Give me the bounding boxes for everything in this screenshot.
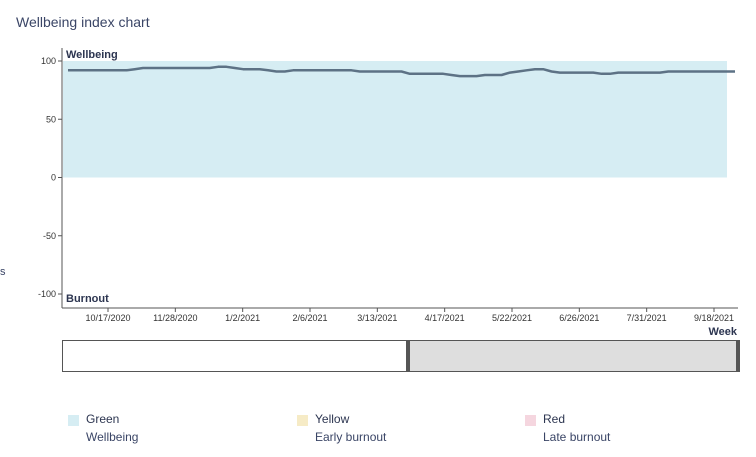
x-tick-label: 2/6/2021 bbox=[292, 313, 327, 323]
y-tick-label: 50 bbox=[46, 114, 56, 124]
y-tick-label: 0 bbox=[51, 173, 56, 183]
x-tick-label: 6/26/2021 bbox=[559, 313, 599, 323]
legend-desc: Late burnout bbox=[543, 430, 611, 444]
bottom-label: Burnout bbox=[66, 293, 109, 305]
truncated-side-label: s bbox=[0, 266, 6, 278]
x-tick-label: 1/2/2021 bbox=[225, 313, 260, 323]
brush-selection[interactable] bbox=[409, 341, 739, 371]
x-tick-label: 9/18/2021 bbox=[694, 313, 734, 323]
top-label: Wellbeing bbox=[66, 49, 118, 61]
legend-desc: Early burnout bbox=[315, 430, 387, 444]
brush-left-handle[interactable] bbox=[406, 340, 410, 372]
y-tick-label: -100 bbox=[38, 289, 56, 299]
wellbeing-band bbox=[63, 61, 727, 178]
legend-swatch bbox=[297, 415, 308, 426]
x-axis-label: Week bbox=[708, 326, 737, 338]
legend-name: Red bbox=[543, 412, 566, 426]
chart-title: Wellbeing index chart bbox=[16, 14, 150, 30]
x-tick-label: 7/31/2021 bbox=[627, 313, 667, 323]
x-tick-label: 10/17/2020 bbox=[85, 313, 130, 323]
series-line bbox=[68, 65, 735, 78]
range-brush[interactable] bbox=[62, 340, 740, 372]
legend-name: Green bbox=[86, 412, 120, 426]
x-tick-label: 5/22/2021 bbox=[492, 313, 532, 323]
legend-name: Yellow bbox=[315, 412, 350, 426]
brush-right-handle[interactable] bbox=[736, 340, 740, 372]
legend-swatch bbox=[68, 415, 79, 426]
x-tick-label: 4/17/2021 bbox=[425, 313, 465, 323]
y-tick-label: 100 bbox=[41, 56, 56, 66]
wellbeing-line-chart: 100 50 0 -50 -100 10/17/2020 11/28/2020 1/2/20… bbox=[38, 48, 738, 338]
legend-desc: Wellbeing bbox=[86, 430, 139, 444]
x-tick-label: 3/13/2021 bbox=[357, 313, 397, 323]
x-tick-label: 11/28/2020 bbox=[153, 313, 197, 323]
legend-swatch bbox=[525, 415, 536, 426]
y-tick-label: -50 bbox=[43, 231, 56, 241]
